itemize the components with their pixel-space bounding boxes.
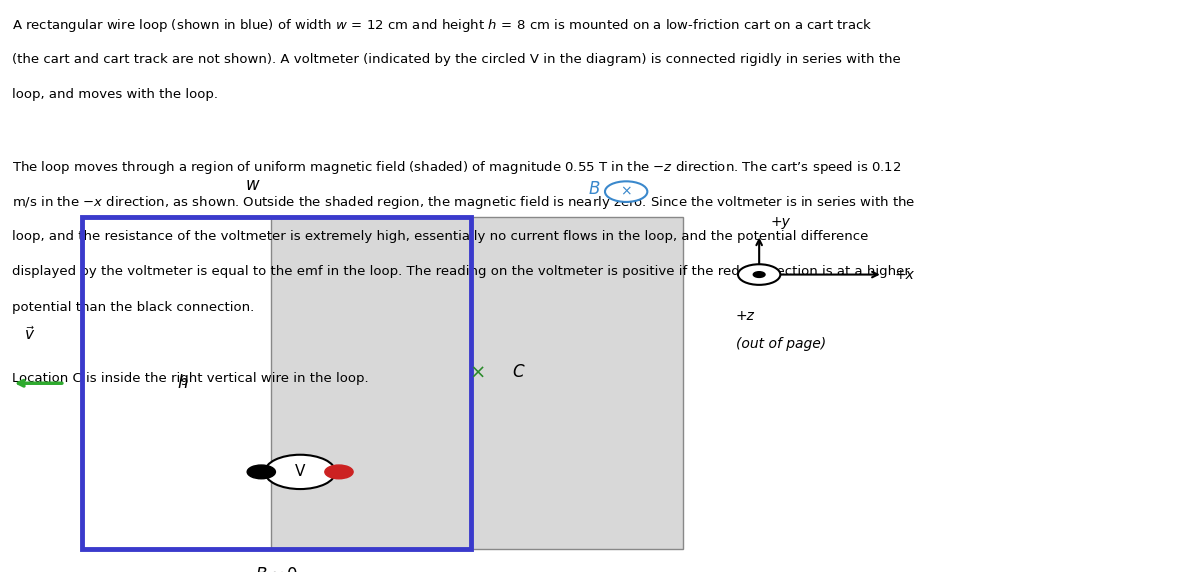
Text: The loop moves through a region of uniform magnetic field (shaded) of magnitude : The loop moves through a region of unifo…: [12, 159, 902, 176]
Circle shape: [247, 465, 275, 479]
Text: V: V: [295, 464, 305, 479]
Circle shape: [325, 465, 353, 479]
Text: +y: +y: [771, 215, 791, 229]
Text: +z: +z: [736, 309, 754, 323]
Circle shape: [753, 272, 765, 277]
Circle shape: [265, 455, 335, 489]
Text: loop, and moves with the loop.: loop, and moves with the loop.: [12, 88, 218, 101]
Text: +x: +x: [895, 268, 915, 281]
Text: loop, and the resistance of the voltmeter is extremely high, essentially no curr: loop, and the resistance of the voltmete…: [12, 230, 869, 243]
Text: $\times$: $\times$: [620, 185, 632, 198]
Text: (the cart and cart track are not shown). A voltmeter (indicated by the circled V: (the cart and cart track are not shown).…: [12, 53, 900, 66]
FancyBboxPatch shape: [271, 217, 683, 549]
Text: A rectangular wire loop (shown in blue) of width $w\,=\,12$ cm and height $h\,=\: A rectangular wire loop (shown in blue) …: [12, 17, 872, 34]
Text: $\times$: $\times$: [468, 362, 485, 382]
Text: $B$: $B$: [587, 180, 600, 198]
Circle shape: [605, 181, 647, 202]
Text: displayed by the voltmeter is equal to the emf in the loop. The reading on the v: displayed by the voltmeter is equal to t…: [12, 265, 910, 279]
Text: potential than the black connection.: potential than the black connection.: [12, 301, 254, 314]
Circle shape: [738, 264, 780, 285]
Text: $C$: $C$: [512, 363, 526, 381]
Text: (out of page): (out of page): [736, 337, 826, 351]
Text: $w$: $w$: [245, 177, 261, 194]
Text: m/s in the $-x$ direction, as shown. Outside the shaded region, the magnetic fie: m/s in the $-x$ direction, as shown. Out…: [12, 194, 915, 212]
Text: $h$: $h$: [177, 374, 188, 392]
Text: $\vec{v}$: $\vec{v}$: [24, 325, 35, 343]
Text: $B \approx 0$: $B \approx 0$: [255, 566, 298, 572]
Text: Location C is inside the right vertical wire in the loop.: Location C is inside the right vertical …: [12, 372, 368, 385]
